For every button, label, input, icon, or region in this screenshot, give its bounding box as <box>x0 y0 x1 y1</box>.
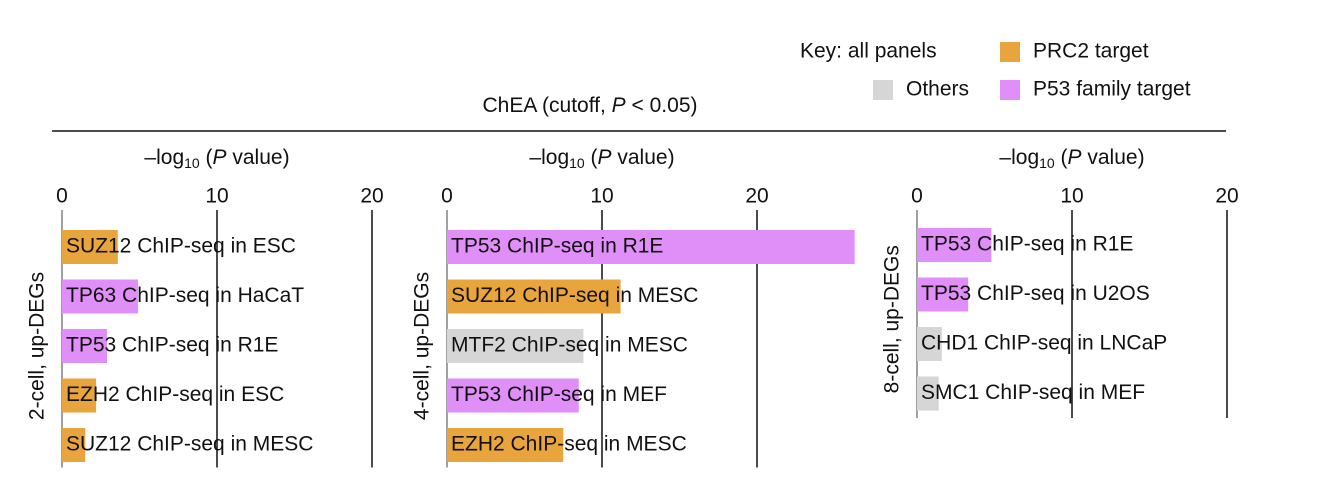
x-tick-label: 10 <box>590 185 613 208</box>
bar <box>917 228 992 262</box>
x-tick-label: 0 <box>911 185 923 208</box>
category-label: TP63 ChIP-seq in HaCaT <box>66 284 304 307</box>
category-label: SUZ12 ChIP-seq in ESC <box>66 235 296 258</box>
category-label: EZH2 ChIP-seq in ESC <box>66 383 284 406</box>
x-axis-label: –log10 (P value) <box>529 146 674 171</box>
x-axis-label-part: value) <box>612 146 675 169</box>
legend-swatch <box>873 80 893 100</box>
x-tick-label: 10 <box>1060 185 1083 208</box>
x-axis-label-part: P <box>598 146 612 169</box>
bar <box>917 376 939 411</box>
category-label: SUZ12 ChIP-seq in MESC <box>451 284 698 307</box>
category-label: MTF2 ChIP-seq in MESC <box>451 334 688 357</box>
x-tick-label: 20 <box>1215 185 1238 208</box>
x-axis-label-part: –log <box>999 146 1039 169</box>
legend-label: PRC2 target <box>1033 40 1149 63</box>
bar <box>917 277 969 312</box>
bar <box>447 378 579 413</box>
bar <box>447 329 584 363</box>
bar <box>447 279 621 314</box>
legend-title: Key: all panels <box>800 40 937 63</box>
x-tick-label: 0 <box>441 185 453 208</box>
category-label: CHD1 ChIP-seq in LNCaP <box>921 332 1167 355</box>
x-axis-label-part: P <box>1068 146 1082 169</box>
x-axis-label: –log10 (P value) <box>144 146 289 171</box>
bar <box>447 428 564 462</box>
bar <box>62 378 97 413</box>
bar <box>62 230 118 264</box>
x-axis-label-part: –log <box>529 146 569 169</box>
y-axis-label: 4-cell, up-DEGs <box>411 272 434 420</box>
category-label: TP53 ChIP-seq in R1E <box>921 233 1133 256</box>
legend-label: P53 family target <box>1033 78 1191 101</box>
bar <box>62 329 107 363</box>
x-axis-label-part: ( <box>585 146 598 169</box>
legend-swatch <box>1000 80 1020 100</box>
legend-label: Others <box>906 78 969 101</box>
x-axis-label-part: –log <box>144 146 184 169</box>
bar <box>447 230 855 264</box>
bar <box>917 327 942 361</box>
y-axis-label: 2-cell, up-DEGs <box>26 272 49 420</box>
x-axis-label-part: value) <box>227 146 290 169</box>
x-tick-label: 0 <box>56 185 68 208</box>
category-label: TP53 ChIP-seq in R1E <box>451 235 663 258</box>
category-label: SMC1 ChIP-seq in MEF <box>921 381 1145 404</box>
y-axis-label: 8-cell, up-DEGs <box>881 245 904 393</box>
category-label: EZH2 ChIP-seq in MESC <box>451 433 687 456</box>
x-tick-label: 20 <box>745 185 768 208</box>
bar <box>62 428 86 462</box>
category-label: TP53 ChIP-seq in R1E <box>66 334 278 357</box>
x-axis-label-part: P <box>213 146 227 169</box>
figure-title: ChEA (cutoff, P < 0.05) <box>482 94 697 117</box>
x-axis-label-part: ( <box>200 146 213 169</box>
x-axis-label-part: value) <box>1082 146 1145 169</box>
x-tick-label: 20 <box>360 185 383 208</box>
x-axis-label-part: ( <box>1055 146 1068 169</box>
bar <box>62 279 138 314</box>
x-axis-label: –log10 (P value) <box>999 146 1144 171</box>
legend-swatch <box>1000 42 1020 62</box>
category-label: TP53 ChIP-seq in U2OS <box>921 282 1150 305</box>
x-tick-label: 10 <box>205 185 228 208</box>
x-axis-label-part: 10 <box>184 155 200 171</box>
x-axis-label-part: 10 <box>569 155 585 171</box>
category-label: SUZ12 ChIP-seq in MESC <box>66 433 313 456</box>
x-axis-label-part: 10 <box>1039 155 1055 171</box>
category-label: TP53 ChIP-seq in MEF <box>451 383 667 406</box>
